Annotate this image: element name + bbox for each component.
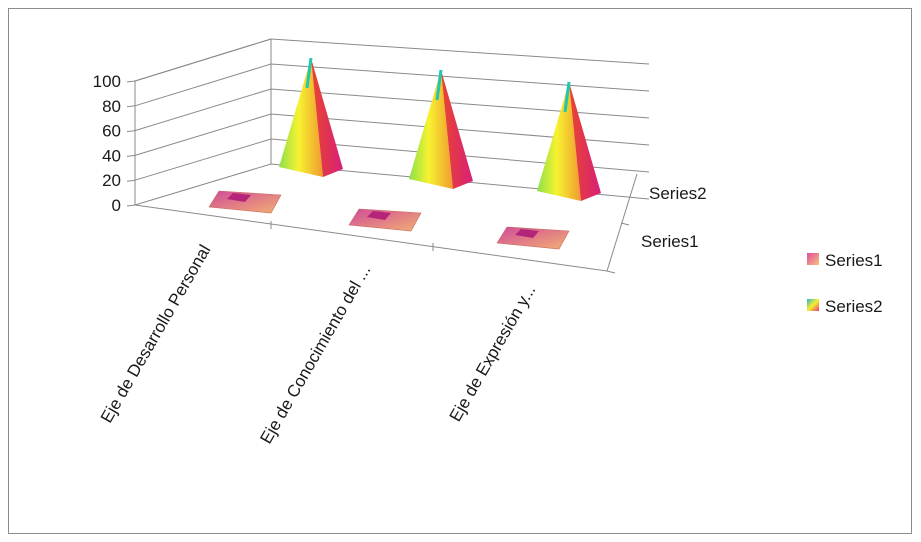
legend-label-series1: Series1 (825, 251, 883, 270)
y-tick-mark-0 (127, 205, 135, 206)
legend: Series1 Series2 (807, 251, 883, 316)
bar-series2-1 (279, 58, 323, 177)
bar-series2-3 (537, 82, 581, 201)
category-label-3: Eje de Expresión y... (446, 282, 540, 425)
y-axis: 0 20 40 60 80 100 (93, 72, 135, 215)
chart-frame: 0 20 40 60 80 100 Eje de Desarrollo Personal … (8, 8, 912, 534)
y-tick-label-80: 80 (102, 97, 121, 116)
y-tick-label-40: 40 (102, 146, 121, 165)
y-tick-mark-80 (127, 106, 135, 107)
gridline-100 (135, 39, 649, 81)
y-tick-mark-20 (127, 180, 135, 181)
data-marks (209, 58, 601, 249)
y-tick-label-20: 20 (102, 171, 121, 190)
y-tick-label-100: 100 (93, 72, 121, 91)
category-label-2: Eje de Conocimiento del ... (256, 262, 374, 447)
bar-series2-2 (409, 70, 453, 189)
y-tick-mark-60 (127, 131, 135, 132)
legend-swatch-series1 (807, 253, 819, 265)
depth-label-series2: Series2 (649, 184, 707, 203)
y-tick-label-60: 60 (102, 122, 121, 141)
category-label-1: Eje de Desarrollo Personal (97, 242, 215, 427)
y-tick-mark-100 (127, 81, 135, 82)
depth-label-series1: Series1 (641, 232, 699, 251)
y-tick-mark-40 (127, 155, 135, 156)
y-tick-label-0: 0 (112, 196, 121, 215)
legend-swatch-series2 (807, 299, 819, 311)
legend-label-series2: Series2 (825, 297, 883, 316)
